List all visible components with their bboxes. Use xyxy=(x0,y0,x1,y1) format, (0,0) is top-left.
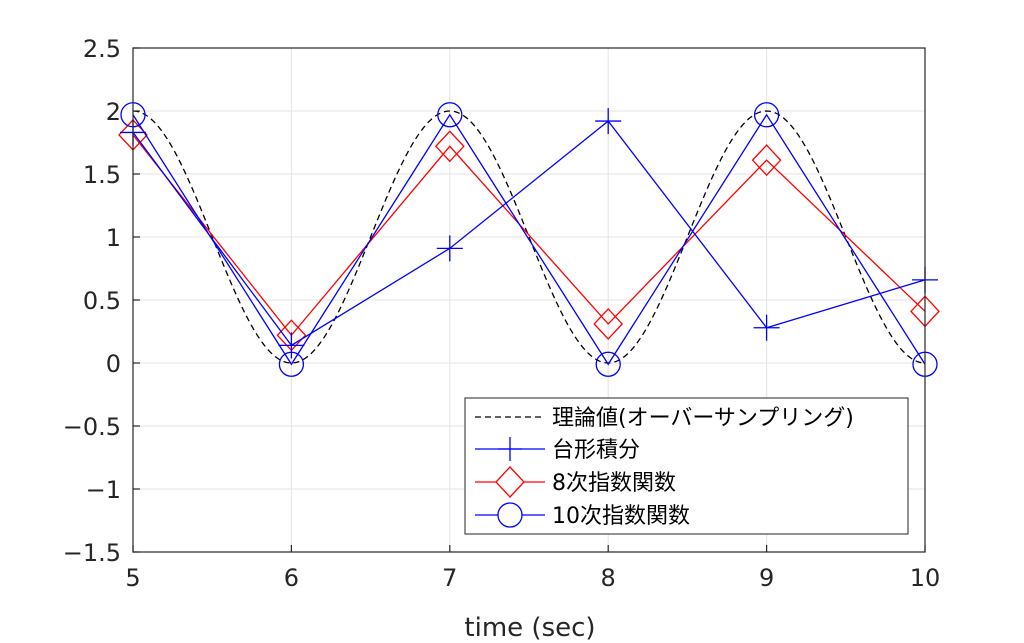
data-point-plus xyxy=(278,332,305,359)
legend-entry-theory: 理論値(オーバーサンプリング) xyxy=(475,406,854,431)
series-circle xyxy=(120,102,938,377)
y-tick-label: 2.5 xyxy=(83,35,121,63)
legend-label-exp10: 10次指数関数 xyxy=(552,504,690,529)
legend-marker-circle xyxy=(497,502,523,528)
theory-curve-layer xyxy=(132,110,926,364)
x-tick-label: 6 xyxy=(284,564,299,592)
legend-entry-exp10: 10次指数関数 xyxy=(475,502,690,529)
series-diamond xyxy=(118,118,940,352)
data-point-diamond xyxy=(434,130,465,163)
legend-label-exp8: 8次指数関数 xyxy=(552,471,676,496)
y-tick-label: 0 xyxy=(106,350,121,378)
legend-box xyxy=(464,397,909,535)
series-plus xyxy=(120,108,938,359)
x-tick-label: 7 xyxy=(442,564,457,592)
data-point-circle xyxy=(595,351,621,377)
series-line xyxy=(132,134,926,337)
data-point-circle xyxy=(753,102,780,128)
series-line xyxy=(132,113,926,366)
legend-label-trapezoid: 台形積分 xyxy=(552,438,640,463)
x-axis-ticks: 5 6 7 8 9 10 xyxy=(125,545,940,592)
y-tick-label: 1.5 xyxy=(83,161,121,189)
data-point-plus xyxy=(595,108,622,135)
y-tick-label: −1 xyxy=(86,476,121,504)
y-tick-label: 0.5 xyxy=(83,287,121,315)
y-axis-ticks: 2.5 2 1.5 1 0.5 0 −0.5 −1 −1.5 xyxy=(63,35,140,567)
y-tick-label: −0.5 xyxy=(63,413,121,441)
x-tick-label: 10 xyxy=(910,564,941,592)
legend: 理論値(オーバーサンプリング) 台形積分 8次指数関数 10次指数関数 xyxy=(464,397,909,535)
y-tick-label: 1 xyxy=(106,224,121,252)
data-point-circle xyxy=(278,351,305,377)
x-tick-label: 8 xyxy=(601,564,616,592)
legend-entry-trapezoid: 台形積分 xyxy=(475,437,640,463)
legend-marker-plus xyxy=(498,437,522,461)
data-point-diamond xyxy=(593,307,624,340)
y-tick-label: −1.5 xyxy=(63,539,121,567)
data-point-plus xyxy=(436,235,463,262)
data-point-plus xyxy=(753,314,780,341)
legend-entry-exp8: 8次指数関数 xyxy=(475,466,676,498)
data-point-diamond xyxy=(751,144,782,177)
legend-label-theory: 理論値(オーバーサンプリング) xyxy=(552,406,854,431)
series-layer xyxy=(118,102,940,377)
y-tick-label: 2 xyxy=(106,98,121,126)
theory-curve xyxy=(132,110,926,364)
x-tick-label: 9 xyxy=(759,564,774,592)
x-axis-label: time (sec) xyxy=(464,613,595,643)
x-tick-label: 5 xyxy=(125,564,140,592)
legend-marker-diamond xyxy=(495,466,525,498)
data-point-circle xyxy=(437,102,463,128)
series-line xyxy=(132,120,926,347)
